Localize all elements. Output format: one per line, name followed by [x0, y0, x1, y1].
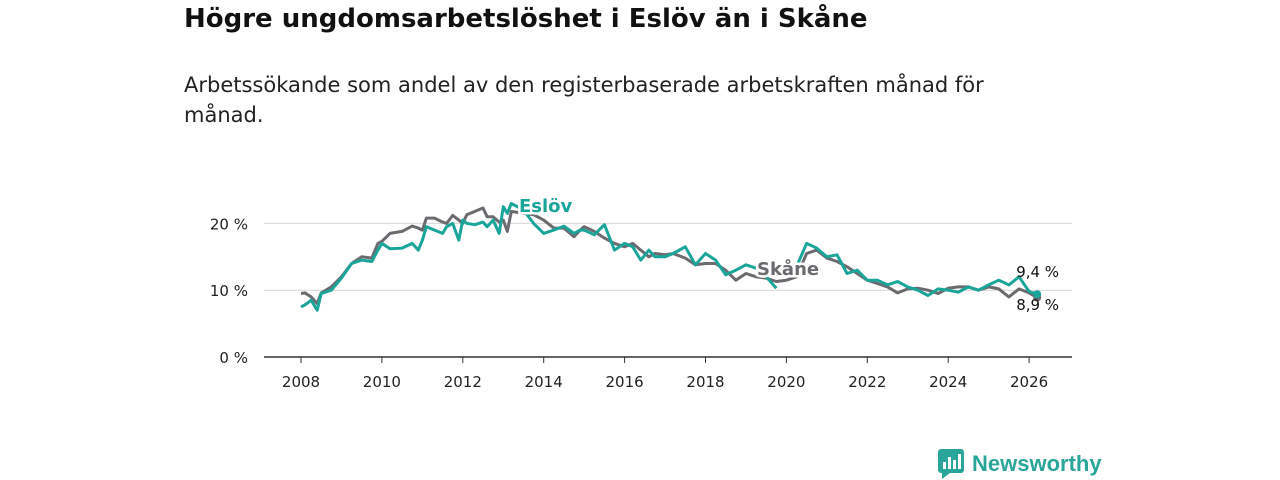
chart-subtitle: Arbetssökande som andel av den registerb…	[184, 73, 984, 127]
series-line-skne	[300, 206, 1038, 306]
newsworthy-logo: Newsworthy	[938, 449, 1102, 479]
series-line-eslv	[300, 201, 1038, 312]
series-end-point	[1033, 290, 1042, 299]
y-tick-label: 20 %	[210, 215, 248, 233]
x-tick-label: 2018	[686, 373, 724, 391]
series-label-skane: Skåne	[757, 258, 819, 280]
x-tick-label: 2012	[444, 373, 482, 391]
series-label-eslov-halo: Eslöv	[519, 196, 573, 217]
x-ticks: 2008 2010 2012 2014 2016 2018 2020 2022 2024 2026	[282, 357, 1048, 391]
y-tick-labels: 0 % 10 % 20 %	[210, 215, 248, 367]
x-tick-label: 2022	[848, 373, 886, 391]
x-tick-label: 2014	[525, 373, 563, 391]
newsworthy-logo-icon	[938, 449, 964, 479]
x-tick-label: 2020	[767, 373, 805, 391]
newsworthy-logo-text: Newsworthy	[972, 451, 1102, 476]
x-tick-label: 2010	[363, 373, 401, 391]
y-tick-label: 0 %	[219, 349, 248, 367]
x-tick-label: 2026	[1010, 373, 1048, 391]
x-tick-label: 2008	[282, 373, 320, 391]
end-label-eslov: 9,4 %	[1016, 263, 1059, 281]
series-label-skane-halo: Skåne	[757, 258, 819, 280]
series-label-eslov: Eslöv	[519, 196, 573, 217]
y-tick-label: 10 %	[210, 282, 248, 300]
x-tick-label: 2016	[606, 373, 644, 391]
end-label-skane: 8,9 %	[1016, 296, 1059, 314]
x-tick-label: 2024	[929, 373, 967, 391]
series-lines	[300, 201, 1042, 312]
chart-title: Högre ungdomsarbetslöshet i Eslöv än i S…	[184, 4, 868, 34]
